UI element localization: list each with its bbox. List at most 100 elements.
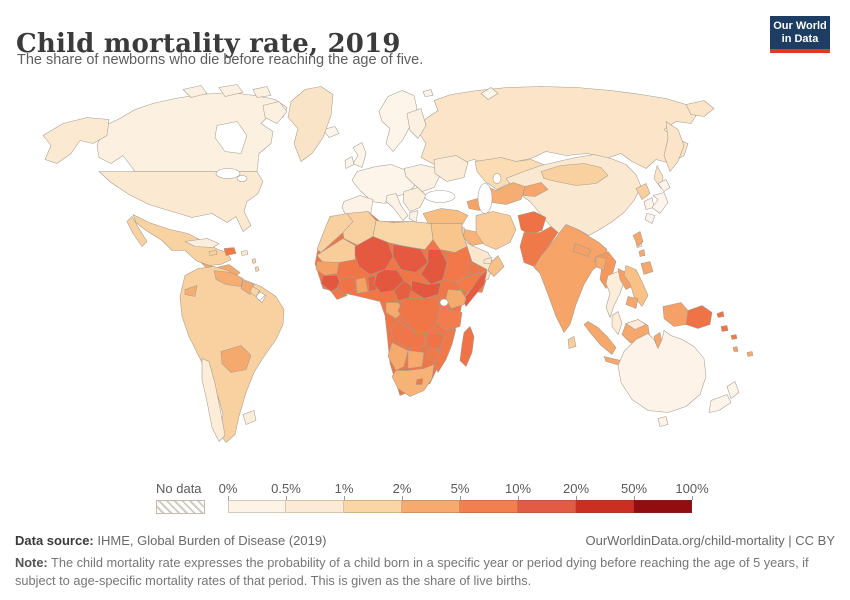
region-russia-chukotka[interactable] <box>685 100 715 117</box>
region-guinea[interactable] <box>320 275 342 292</box>
region-afghanistan[interactable] <box>517 211 547 235</box>
region-balkans[interactable] <box>402 187 427 212</box>
region-philippines-luzon[interactable] <box>632 231 644 247</box>
region-sumatra[interactable] <box>583 321 617 355</box>
region-greenland[interactable] <box>287 86 334 162</box>
region-cameroon[interactable] <box>393 280 413 301</box>
region-antilles-2[interactable] <box>254 266 260 272</box>
region-png-islands-2[interactable] <box>720 325 729 332</box>
region-zimbabwe[interactable] <box>425 348 441 363</box>
region-iran[interactable] <box>475 211 517 250</box>
legend-bin-7[interactable] <box>634 500 692 513</box>
region-japan-hokkaido[interactable] <box>657 179 671 192</box>
region-canada[interactable] <box>96 92 288 172</box>
region-namibia[interactable] <box>387 342 409 371</box>
region-kyrgyz-tajik[interactable] <box>522 182 549 197</box>
region-haiti-dr[interactable] <box>223 247 237 256</box>
region-malay-peninsula[interactable] <box>611 311 623 335</box>
region-novaya-zemlya[interactable] <box>480 87 499 100</box>
region-canada-arctic-3[interactable] <box>252 86 272 98</box>
region-scandinavia[interactable] <box>378 90 418 152</box>
region-nz-north[interactable] <box>726 381 740 399</box>
legend-bin-5[interactable] <box>518 500 576 513</box>
region-australia[interactable] <box>617 330 707 413</box>
region-venezuela[interactable] <box>213 270 244 287</box>
region-lesotho[interactable] <box>415 378 424 385</box>
region-nepal[interactable] <box>572 243 592 257</box>
region-philippines-visayas[interactable] <box>638 249 646 257</box>
region-jamaica[interactable] <box>208 250 218 256</box>
region-tanzania[interactable] <box>435 308 463 331</box>
region-mongolia[interactable] <box>540 163 609 186</box>
region-canada-baffin[interactable] <box>262 101 288 124</box>
region-japan-kyushu[interactable] <box>644 213 656 224</box>
owid-logo[interactable]: Our World in Data <box>770 16 830 53</box>
region-sudan[interactable] <box>442 246 473 283</box>
region-madagascar[interactable] <box>459 326 475 367</box>
region-central-african-republic[interactable] <box>410 280 442 299</box>
region-canada-arctic-2[interactable] <box>218 84 244 97</box>
region-alaska[interactable] <box>42 117 110 164</box>
region-bangladesh[interactable] <box>595 256 607 271</box>
region-iceland[interactable] <box>322 126 340 138</box>
legend-bin-0[interactable] <box>228 500 286 513</box>
legend-no-data-swatch[interactable] <box>156 500 205 514</box>
region-south-africa[interactable] <box>391 364 435 397</box>
region-north-korea[interactable] <box>635 183 651 200</box>
region-greece[interactable] <box>408 210 419 223</box>
region-papua-new-guinea[interactable] <box>685 305 713 329</box>
region-benin-togo[interactable] <box>367 275 378 292</box>
region-uk[interactable] <box>352 142 367 168</box>
region-sri-lanka[interactable] <box>567 336 577 349</box>
region-senegal[interactable] <box>315 261 340 276</box>
region-niger[interactable] <box>392 244 429 273</box>
region-oman[interactable] <box>487 255 505 277</box>
region-canada-arctic-1[interactable] <box>182 85 208 98</box>
region-chile[interactable] <box>201 358 226 442</box>
legend-bin-2[interactable] <box>344 500 402 513</box>
legend-bin-4[interactable] <box>460 500 518 513</box>
legend-bin-1[interactable] <box>286 500 344 513</box>
region-russia[interactable] <box>417 86 699 169</box>
region-bolivia[interactable] <box>220 345 252 373</box>
region-usa[interactable] <box>98 171 264 232</box>
region-vietnam[interactable] <box>623 265 649 307</box>
region-png-islands-1[interactable] <box>716 311 725 318</box>
region-papua-indonesia[interactable] <box>662 302 689 327</box>
region-svalbard[interactable] <box>422 89 434 97</box>
region-philippines-mindanao[interactable] <box>640 261 654 275</box>
legend-bin-3[interactable] <box>402 500 460 513</box>
region-mauritania[interactable] <box>316 238 358 265</box>
region-nz-south[interactable] <box>708 394 732 413</box>
region-antilles-1[interactable] <box>251 258 257 264</box>
region-puerto-rico[interactable] <box>240 250 249 256</box>
region-eritrea[interactable] <box>466 262 481 275</box>
region-french-guiana[interactable] <box>255 291 267 303</box>
region-malaysia-borneo[interactable] <box>625 319 647 330</box>
region-ukraine-belarus[interactable] <box>433 155 469 182</box>
region-uruguay[interactable] <box>242 410 257 425</box>
region-botswana[interactable] <box>407 350 425 369</box>
region-finland[interactable] <box>406 108 427 139</box>
region-cambodia[interactable] <box>625 296 639 309</box>
region-italy[interactable] <box>385 193 409 221</box>
region-drc[interactable] <box>397 296 442 333</box>
credit-link[interactable]: OurWorldinData.org/child-mortality | CC … <box>585 533 836 548</box>
legend-bin-6[interactable] <box>576 500 634 513</box>
region-fiji[interactable] <box>746 351 754 357</box>
region-cote-divoire[interactable] <box>336 276 357 295</box>
region-gabon-congo[interactable] <box>385 302 405 319</box>
region-solomon-islands[interactable] <box>730 334 738 340</box>
region-chad[interactable] <box>420 249 448 285</box>
region-ghana[interactable] <box>355 277 369 294</box>
region-ecuador[interactable] <box>184 285 198 297</box>
region-angola[interactable] <box>389 320 427 349</box>
region-cuba[interactable] <box>184 238 220 248</box>
region-mexico-baja[interactable] <box>126 216 148 247</box>
region-ireland[interactable] <box>344 156 355 169</box>
region-central-europe[interactable] <box>403 164 441 192</box>
region-vanuatu[interactable] <box>732 346 739 352</box>
region-russia-kamchatka[interactable] <box>663 121 685 172</box>
region-tasmania[interactable] <box>657 416 669 427</box>
region-kenya[interactable] <box>445 289 467 309</box>
